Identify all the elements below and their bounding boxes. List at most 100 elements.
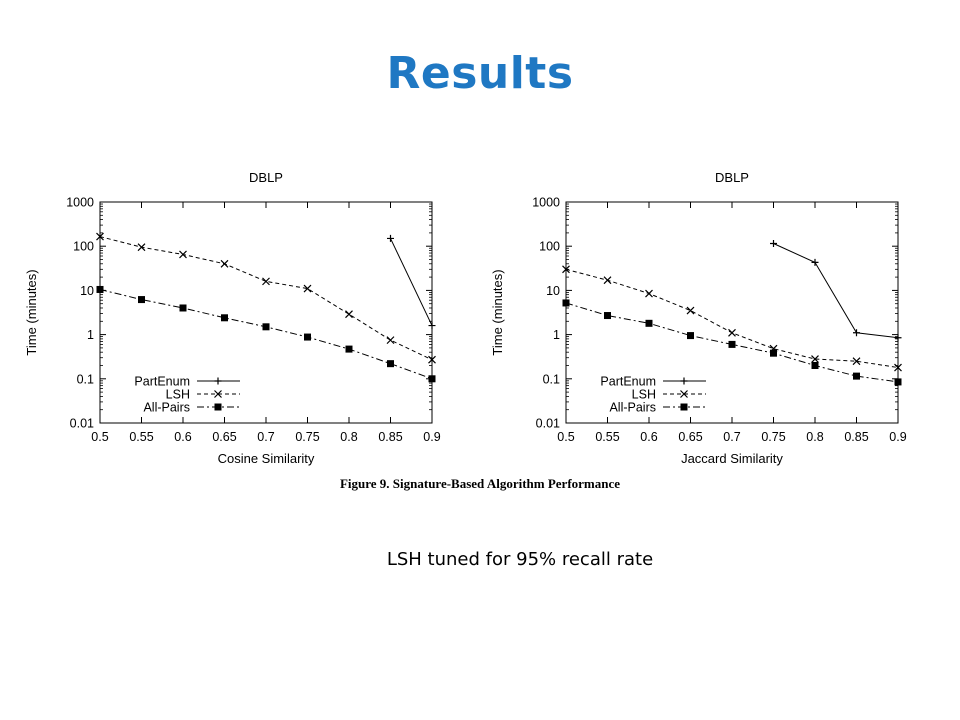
data-point-partenum: [428, 322, 436, 330]
data-point-all-pairs: [645, 319, 653, 327]
data-point-all-pairs: [811, 361, 819, 369]
data-point-lsh: [137, 243, 146, 252]
y-tick-label: 1000: [66, 196, 94, 210]
data-point-partenum: [894, 334, 902, 342]
chart-jaccard: DBLP 0.01 0.1 1 10 100 1000 0.5 0.55 0.6 0.65 0.7 0.…: [490, 170, 907, 466]
x-tick-label: 0.5: [91, 430, 108, 444]
data-point-all-pairs: [96, 285, 104, 293]
legend-label: LSH: [632, 388, 656, 402]
legend-marker: [680, 377, 688, 385]
data-point-lsh: [562, 265, 570, 274]
data-point-lsh: [220, 259, 229, 268]
data-point-all-pairs: [221, 314, 228, 322]
x-tick-label: 0.5: [557, 430, 574, 444]
data-point-all-pairs: [562, 299, 570, 307]
legend-marker: [680, 403, 688, 411]
data-point-lsh: [811, 355, 819, 363]
x-tick-label: 0.8: [340, 430, 357, 444]
data-point-partenum: [811, 258, 819, 266]
data-point-lsh: [262, 277, 270, 286]
chart-cosine: DBLP 0.01 0.1 1 10 100 1000 0.5 0.55 0.6 0.65 0.7 0.…: [24, 170, 441, 466]
x-tick-label: 0.9: [889, 430, 906, 444]
slide-title: Results: [386, 48, 574, 99]
data-point-partenum: [387, 234, 394, 242]
chart-title: DBLP: [249, 170, 283, 185]
chart-title: DBLP: [715, 170, 749, 185]
x-axis-label: Cosine Similarity: [218, 451, 315, 466]
y-tick-label: 100: [539, 240, 560, 254]
legend-marker: [214, 377, 222, 385]
data-point-lsh: [428, 355, 436, 364]
series-line-partenum: [773, 243, 899, 339]
y-tick-label: 1: [87, 328, 94, 342]
y-tick-label: 0.1: [77, 372, 94, 386]
data-point-lsh: [303, 284, 312, 293]
x-tick-label: 0.85: [378, 430, 402, 444]
y-tick-label: 1000: [532, 196, 560, 210]
x-tick-label: 0.55: [595, 430, 619, 444]
x-tick-label: 0.8: [806, 430, 823, 444]
y-tick-label: 100: [73, 240, 94, 254]
y-tick-label: 0.01: [70, 417, 94, 431]
x-tick-label: 0.7: [723, 430, 740, 444]
data-point-all-pairs: [304, 333, 311, 341]
data-point-partenum: [853, 329, 860, 337]
legend-label: PartEnum: [600, 375, 656, 389]
data-point-lsh: [345, 310, 353, 319]
legend-label: All-Pairs: [609, 401, 656, 415]
plot-frame: [99, 201, 433, 424]
data-point-all-pairs: [728, 340, 736, 348]
data-point-lsh: [96, 232, 104, 241]
data-point-all-pairs: [262, 323, 270, 331]
x-tick-label: 0.85: [844, 430, 868, 444]
series-line-all-pairs: [99, 288, 433, 380]
legend-label: PartEnum: [134, 375, 190, 389]
x-tick-label: 0.65: [678, 430, 702, 444]
data-point-all-pairs: [770, 349, 777, 357]
data-point-lsh: [894, 363, 902, 372]
data-point-all-pairs: [853, 372, 860, 380]
y-axis-label: Time (minutes): [24, 269, 39, 355]
figure-caption: Figure 9. Signature-Based Algorithm Perf…: [339, 476, 621, 491]
data-point-all-pairs: [179, 304, 187, 312]
legend-label: All-Pairs: [143, 401, 190, 415]
x-tick-label: 0.65: [212, 430, 236, 444]
x-tick-label: 0.9: [423, 430, 440, 444]
y-tick-label: 1: [553, 328, 560, 342]
data-point-lsh: [386, 336, 395, 345]
x-tick-label: 0.6: [640, 430, 657, 444]
legend-marker: [214, 390, 222, 398]
data-point-lsh: [852, 357, 861, 366]
y-tick-label: 0.01: [536, 417, 560, 431]
x-tick-label: 0.75: [295, 430, 319, 444]
y-tick-label: 0.1: [543, 372, 560, 386]
y-axis-label: Time (minutes): [490, 269, 505, 355]
legend-label: LSH: [166, 388, 190, 402]
data-point-all-pairs: [387, 360, 394, 368]
y-tick-label: 10: [546, 284, 560, 298]
legend-marker: [680, 390, 688, 398]
x-tick-label: 0.6: [174, 430, 191, 444]
data-point-all-pairs: [894, 378, 902, 386]
data-point-partenum: [770, 240, 777, 248]
x-tick-label: 0.7: [257, 430, 274, 444]
x-axis-label: Jaccard Similarity: [681, 451, 783, 466]
data-point-lsh: [603, 276, 612, 285]
plot-frame: [565, 201, 899, 424]
data-point-lsh: [686, 306, 695, 315]
series-line-lsh: [99, 236, 433, 361]
legend-marker: [214, 403, 222, 411]
series-line-partenum: [390, 238, 433, 326]
slide-note: LSH tuned for 95% recall rate: [386, 549, 654, 570]
x-tick-label: 0.55: [129, 430, 153, 444]
y-tick-label: 10: [80, 284, 94, 298]
data-point-lsh: [728, 328, 736, 337]
data-point-lsh: [645, 289, 653, 298]
data-point-all-pairs: [428, 375, 436, 383]
x-tick-label: 0.75: [761, 430, 785, 444]
data-point-all-pairs: [687, 332, 694, 340]
data-point-all-pairs: [138, 296, 145, 304]
data-point-lsh: [179, 250, 187, 259]
data-point-all-pairs: [345, 345, 353, 353]
data-point-all-pairs: [604, 312, 611, 320]
